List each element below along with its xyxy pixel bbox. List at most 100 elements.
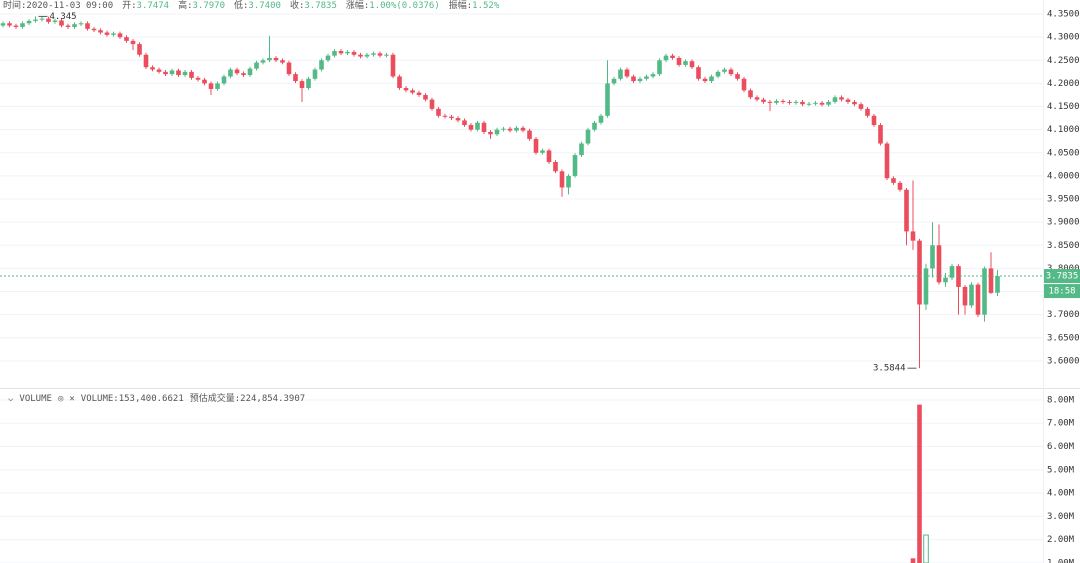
candle-body xyxy=(111,33,116,35)
candle-body xyxy=(533,138,539,153)
candle-body xyxy=(208,83,214,89)
candle-body xyxy=(176,70,181,76)
candle-body xyxy=(572,155,578,176)
candle-body xyxy=(130,40,136,45)
candle-body xyxy=(754,97,760,100)
y-tick-label: 2.00M xyxy=(1047,535,1075,545)
candle-body xyxy=(156,69,162,72)
candle-body xyxy=(481,122,487,132)
collapse-icon[interactable]: ⌵ xyxy=(8,394,14,404)
candle-body xyxy=(371,53,376,55)
candle-body xyxy=(676,57,682,65)
candle-body xyxy=(631,76,636,82)
candle-body xyxy=(13,25,19,27)
candle-body xyxy=(943,277,948,283)
header-item: 收:3.7835 xyxy=(290,1,337,11)
header-label: 高: xyxy=(178,1,193,11)
volume-bar xyxy=(910,558,916,563)
candle-body xyxy=(683,61,688,65)
volume-bar xyxy=(923,534,929,563)
candle-body xyxy=(566,175,571,188)
volume-title: VOLUME xyxy=(19,394,52,404)
candle-body xyxy=(585,129,591,144)
candle-body xyxy=(195,77,201,80)
candle-body xyxy=(403,88,409,91)
volume-legend: ⌵ VOLUME ◎ ✕ VOLUME:153,400.6621 预估成交量:224,85… xyxy=(8,391,311,404)
candle-body xyxy=(221,76,227,84)
header-label: 收: xyxy=(289,1,305,11)
candle-body xyxy=(858,104,864,109)
candle-body xyxy=(137,44,142,55)
candle-body xyxy=(293,74,298,82)
candle-body xyxy=(143,54,149,68)
candle-body xyxy=(150,67,155,70)
candle-body xyxy=(767,101,773,103)
y-tick-label: 4.3000 xyxy=(1047,33,1080,43)
candle-body xyxy=(494,129,500,135)
y-tick-label: 4.1000 xyxy=(1047,125,1080,135)
candle-body xyxy=(377,53,383,56)
countdown-label: 18:58 xyxy=(1048,287,1075,297)
candle-body xyxy=(910,231,916,241)
y-tick-label: 8.00M xyxy=(1047,395,1075,405)
y-tick-label: 4.2000 xyxy=(1047,79,1080,89)
candle-body xyxy=(299,81,305,89)
candle-body xyxy=(897,182,903,190)
candle-body xyxy=(611,78,617,84)
y-tick-label: 4.1500 xyxy=(1047,102,1080,112)
y-tick-label: 5.00M xyxy=(1047,465,1075,475)
candle-body xyxy=(429,99,435,109)
candle-body xyxy=(410,90,415,93)
candle-body xyxy=(923,268,929,305)
header-value: 3.7474 xyxy=(136,1,170,11)
candle-body xyxy=(806,103,812,105)
settings-icon[interactable]: ◎ xyxy=(57,394,64,404)
candle-body xyxy=(228,69,233,77)
candle-body xyxy=(78,23,84,25)
candle-body xyxy=(338,51,344,54)
candle-body xyxy=(813,102,818,104)
candle-body xyxy=(936,245,942,283)
candle-body xyxy=(670,55,675,58)
volume-bar xyxy=(917,404,922,563)
candle-body xyxy=(169,70,175,75)
candle-body xyxy=(455,118,461,121)
candle-body xyxy=(949,266,955,278)
last-price-box xyxy=(1044,269,1080,284)
candle-body xyxy=(605,83,610,116)
candle-body xyxy=(826,101,831,105)
candle-body xyxy=(416,92,422,95)
close-icon[interactable]: ✕ xyxy=(69,394,75,404)
header-label: 低: xyxy=(234,1,249,11)
candle-body xyxy=(280,60,285,63)
candle-body xyxy=(468,125,474,130)
y-tick-label: 4.0000 xyxy=(1047,171,1080,181)
candle-body xyxy=(514,127,519,131)
candle-body xyxy=(624,69,630,77)
candle-body xyxy=(891,178,896,183)
candle-body xyxy=(696,67,701,79)
header-value: 3.7835 xyxy=(304,1,337,11)
candle-body xyxy=(644,76,649,79)
candle-body xyxy=(59,20,64,26)
y-tick-label: 6.00M xyxy=(1047,442,1075,452)
candle-body xyxy=(423,94,428,100)
candle-body xyxy=(527,130,532,139)
candle-body xyxy=(163,71,168,75)
candle-body xyxy=(741,78,747,91)
candle-body xyxy=(104,32,110,35)
candle-body xyxy=(689,61,695,68)
candle-body xyxy=(780,100,786,102)
y-tick-label: 4.3500 xyxy=(1047,10,1080,20)
candle-body xyxy=(20,23,25,27)
candle-body xyxy=(52,20,58,22)
y-tick-label: 3.9500 xyxy=(1047,195,1080,205)
header-item: 时间:2020-11-03 09:00 xyxy=(3,1,113,11)
candle-body xyxy=(7,23,12,26)
candle-body xyxy=(332,51,337,56)
candle-body xyxy=(312,69,318,79)
candle-body xyxy=(878,125,883,144)
header-value: 2020-11-03 09:00 xyxy=(26,1,114,11)
candle-body xyxy=(0,23,6,26)
candle-body xyxy=(852,101,857,105)
